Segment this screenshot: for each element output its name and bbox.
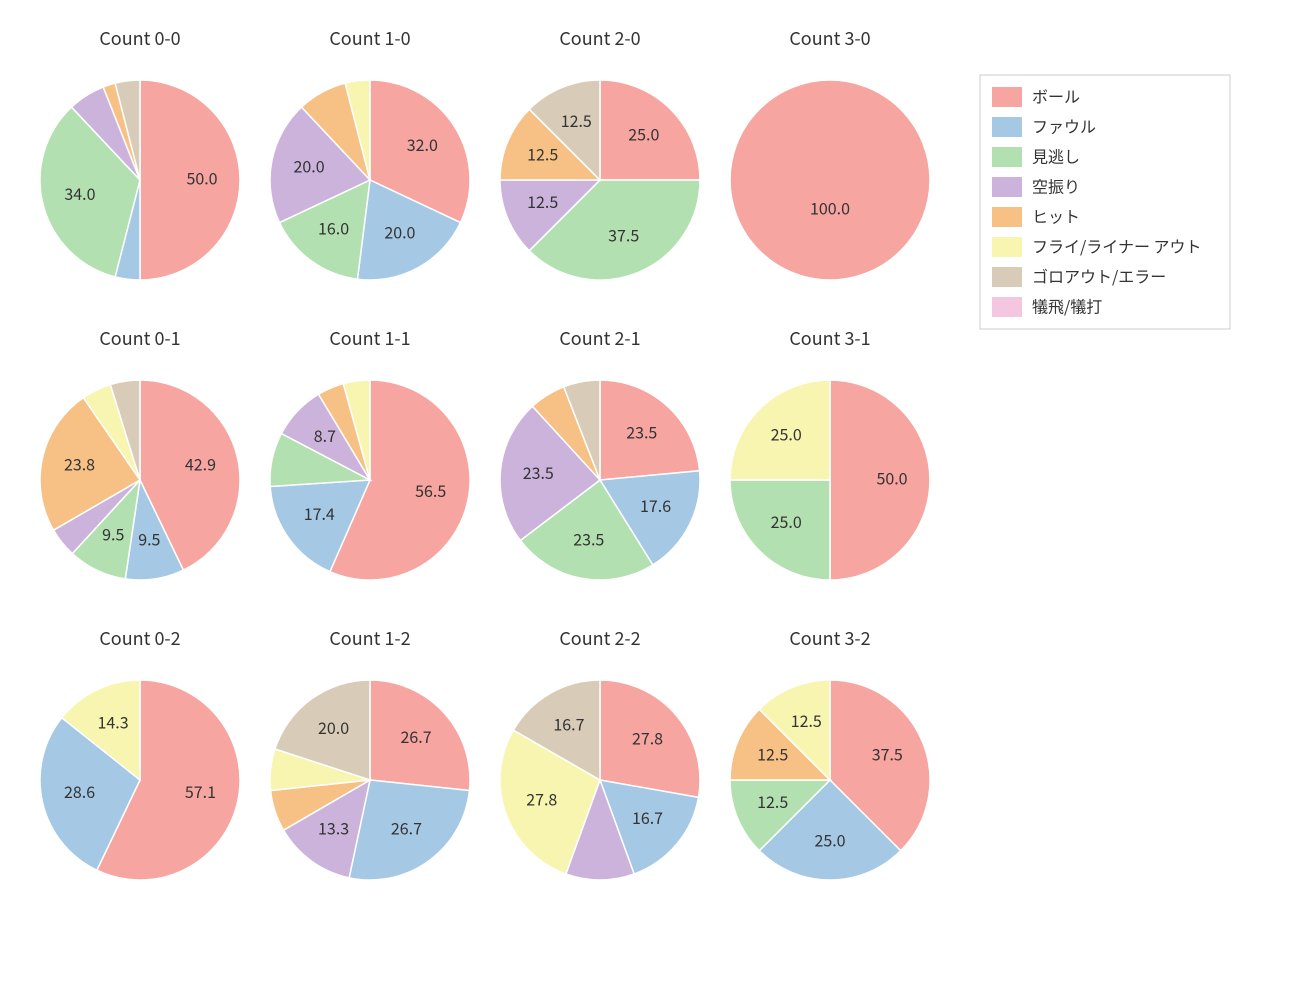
slice-label: 23.5 xyxy=(573,526,604,550)
slice-label: 42.9 xyxy=(185,452,216,476)
slice-label: 9.5 xyxy=(138,527,160,551)
chart-title: Count 0-1 xyxy=(99,325,180,351)
chart-title: Count 2-0 xyxy=(559,25,640,51)
slice-label: 28.6 xyxy=(64,779,95,803)
slice-label: 27.8 xyxy=(526,787,557,811)
slice-label: 20.0 xyxy=(294,154,325,178)
slice-label: 17.6 xyxy=(640,493,671,517)
legend-swatch xyxy=(992,237,1022,257)
slice-label: 17.4 xyxy=(304,501,335,525)
slice-label: 9.5 xyxy=(102,521,124,545)
chart-title: Count 2-2 xyxy=(559,625,640,651)
slice-label: 12.5 xyxy=(561,108,592,132)
slice-label: 56.5 xyxy=(415,478,446,502)
legend-border xyxy=(980,75,1230,329)
slice-label: 20.0 xyxy=(318,715,349,739)
chart-title: Count 1-1 xyxy=(329,325,410,351)
pie-chart: Count 3-1 50.0 25.0 25.0 xyxy=(730,325,930,580)
chart-title: Count 0-2 xyxy=(99,625,180,651)
legend-label: フライ/ライナー アウト xyxy=(1032,233,1202,257)
legend-label: 空振り xyxy=(1032,173,1080,197)
slice-label: 12.5 xyxy=(757,742,788,766)
pie-chart: Count 2-025.037.512.512.512.5 xyxy=(500,25,700,280)
pie-chart: Count 0-1 42.9 9.5 9.5 23.8 xyxy=(40,325,240,580)
slice-label: 26.7 xyxy=(391,816,422,840)
legend-label: 見逃し xyxy=(1032,143,1080,167)
chart-title: Count 1-2 xyxy=(329,625,410,651)
pie-chart: Count 1-1 56.5 17.4 8.7 xyxy=(270,325,470,580)
pie-chart: Count 3-0 100.0 xyxy=(730,25,930,280)
slice-label: 14.3 xyxy=(98,709,129,733)
legend-label: ボール xyxy=(1032,83,1080,107)
slice-label: 23.5 xyxy=(523,460,554,484)
legend-label: ファウル xyxy=(1032,113,1096,137)
slice-label: 20.0 xyxy=(384,220,415,244)
slice-label: 16.0 xyxy=(318,216,349,240)
legend-swatch xyxy=(992,177,1022,197)
slice-label: 16.7 xyxy=(553,712,584,736)
slice-label: 26.7 xyxy=(401,724,432,748)
chart-title: Count 0-0 xyxy=(99,25,180,51)
legend-swatch xyxy=(992,147,1022,167)
chart-title: Count 3-0 xyxy=(789,25,870,51)
legend: ボールファウル見逃し空振りヒットフライ/ライナー アウトゴロアウト/エラー犠飛/… xyxy=(980,75,1230,329)
slice-label: 50.0 xyxy=(876,465,907,489)
slice-label: 34.0 xyxy=(64,181,95,205)
slice-label: 25.0 xyxy=(814,827,845,851)
slice-label: 32.0 xyxy=(407,132,438,156)
pie-slice xyxy=(730,80,930,280)
pie-chart: Count 2-1 23.5 17.6 23.5 23.5 xyxy=(500,325,700,580)
slice-label: 50.0 xyxy=(186,165,217,189)
slice-label: 16.7 xyxy=(632,805,663,829)
legend-label: ゴロアウト/エラー xyxy=(1032,263,1166,287)
chart-title: Count 2-1 xyxy=(559,325,640,351)
pie-chart: Count 0-0 50.0 34.0 xyxy=(40,25,240,280)
slice-label: 23.8 xyxy=(64,452,95,476)
slice-label: 12.5 xyxy=(757,789,788,813)
legend-swatch xyxy=(992,267,1022,287)
legend-swatch xyxy=(992,87,1022,107)
slice-label: 23.5 xyxy=(626,420,657,444)
slice-label: 8.7 xyxy=(314,423,336,447)
slice-label: 12.5 xyxy=(527,142,558,166)
legend-swatch xyxy=(992,207,1022,227)
slice-label: 13.3 xyxy=(318,816,349,840)
slice-label: 37.5 xyxy=(608,223,639,247)
slice-label: 25.0 xyxy=(628,122,659,146)
slice-label: 12.5 xyxy=(527,189,558,213)
chart-title: Count 3-2 xyxy=(789,625,870,651)
legend-swatch xyxy=(992,117,1022,137)
slice-label: 25.0 xyxy=(771,509,802,533)
slice-label: 37.5 xyxy=(872,742,903,766)
pie-chart: Count 0-2 57.1 28.6 14.3 xyxy=(40,625,240,880)
pie-chart: Count 1-0 32.0 20.0 16.0 20.0 xyxy=(270,25,470,280)
slice-label: 25.0 xyxy=(771,422,802,446)
slice-label: 100.0 xyxy=(810,195,850,219)
chart-title: Count 3-1 xyxy=(789,325,870,351)
pie-chart: Count 2-2 27.8 16.7 27.8 16.7 xyxy=(500,625,700,880)
legend-label: ヒット xyxy=(1032,203,1080,227)
pie-chart: Count 1-2 26.7 26.7 13.3 20.0 xyxy=(270,625,470,880)
slice-label: 12.5 xyxy=(791,708,822,732)
legend-swatch xyxy=(992,297,1022,317)
slice-label: 27.8 xyxy=(632,725,663,749)
legend-label: 犠飛/犠打 xyxy=(1032,293,1102,317)
chart-title: Count 1-0 xyxy=(329,25,410,51)
slice-label: 57.1 xyxy=(185,779,216,803)
pie-chart: Count 3-237.525.012.512.512.5 xyxy=(730,625,930,880)
